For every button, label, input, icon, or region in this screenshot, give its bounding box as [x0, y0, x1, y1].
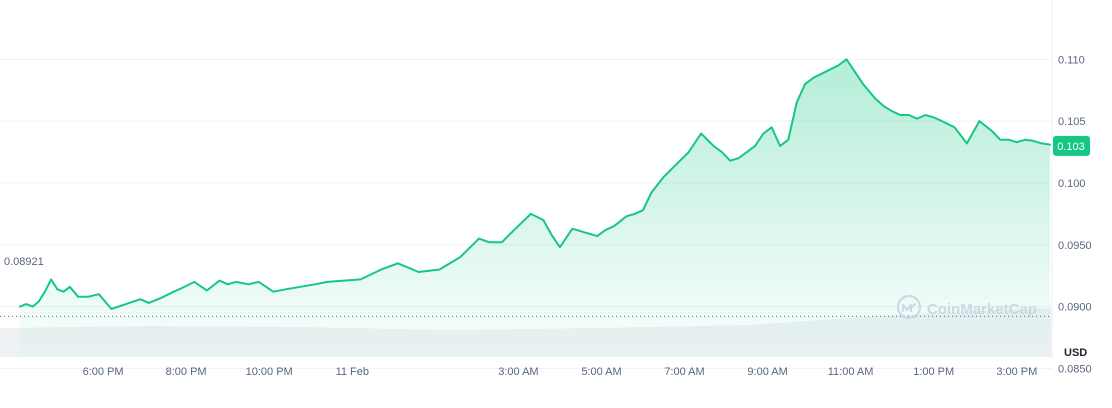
price-area-fill [20, 59, 1050, 358]
y-tick-label: 0.0900 [1058, 302, 1092, 314]
current-price-badge: 0.103 [1053, 135, 1090, 156]
x-tick-label: 8:00 PM [166, 366, 207, 378]
x-tick-label: 10:00 PM [246, 366, 293, 378]
y-tick-label: 0.0850 [1058, 363, 1092, 375]
x-tick-label: 6:00 PM [83, 366, 124, 378]
currency-label: USD [1064, 347, 1087, 359]
x-tick-label: 3:00 AM [498, 366, 538, 378]
reference-price-text: 0.08921 [4, 256, 44, 268]
current-price-text: 0.103 [1057, 141, 1085, 153]
reference-price-label: 0.08921 [2, 253, 50, 269]
x-tick-label: 7:00 AM [664, 366, 704, 378]
x-tick-label: 11 Feb [336, 366, 369, 378]
x-tick-label: 11:00 AM [828, 366, 874, 378]
x-tick-label: 5:00 AM [581, 366, 621, 378]
y-tick-label: 0.0950 [1058, 240, 1092, 252]
watermark-text: CoinMarketCap [927, 301, 1037, 318]
coinmarketcap-watermark: CoinMarketCap [896, 294, 1037, 320]
x-tick-label: 9:00 AM [747, 366, 787, 378]
coinmarketcap-logo-icon [896, 294, 922, 320]
price-area [20, 59, 1050, 358]
x-tick-label: 3:00 PM [996, 366, 1037, 378]
price-line-group [19, 58, 1051, 310]
price-line[interactable] [19, 58, 1051, 310]
x-axis: 6:00 PM 8:00 PM 10:00 PM 11 Feb 3:00 AM 5:00 … [83, 366, 1038, 378]
y-tick-label: 0.105 [1058, 116, 1086, 128]
y-tick-label: 0.100 [1058, 178, 1086, 190]
x-tick-label: 1:00 PM [913, 366, 954, 378]
y-tick-label: 0.110 [1058, 54, 1085, 66]
y-axis: 0.0850 0.0900 0.0950 0.100 0.105 0.110 [1058, 54, 1092, 375]
